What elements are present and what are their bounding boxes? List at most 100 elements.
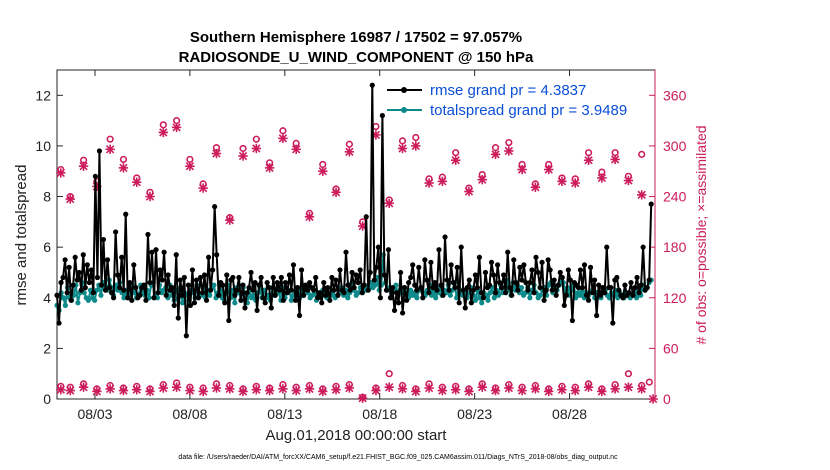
rmse-point [274,279,280,286]
obs-assimilated-point [504,383,514,393]
obs-assimilated-point [105,384,115,394]
rmse-point [236,274,242,281]
rmse-point [117,285,123,291]
rmse-point [199,290,206,296]
obs-assimilated-point [397,143,408,154]
rmse-point [389,285,396,291]
rmse-point [307,279,313,286]
obs-assimilated-point [437,385,448,396]
y-tick-label: 10 [35,138,51,154]
rmse-point [323,292,329,298]
obs-assimilated-point [238,386,248,397]
rmse-point [557,269,563,276]
rmse-point [517,264,523,270]
rmse-point [58,279,64,286]
rmse-point [640,244,646,250]
rmse-point [143,297,149,303]
rmse-point [355,279,361,286]
rmse-point [282,279,288,286]
rmse-point [203,297,210,303]
totalspread-point [527,295,533,301]
totalspread-point [414,295,420,301]
y-right-tick-label: 300 [663,138,687,154]
rmse-point [426,290,432,296]
rmse-point [418,285,424,291]
rmse-point [543,287,549,293]
rmse-point [108,290,115,296]
legend-totalspread: totalspread grand pr = 3.9489 [430,102,627,119]
rmse-point [244,290,250,296]
obs-assimilated-point [278,133,288,144]
rmse-point [268,305,274,311]
rmse-point [614,274,620,281]
totalspread-point [472,297,479,303]
rmse-point [329,274,335,281]
rmse-point [400,310,406,316]
obs-assimilated-point [504,146,514,156]
rmse-point [513,279,519,286]
rmse-point [430,285,436,291]
rmse-point [470,287,476,293]
rmse-point [511,257,517,263]
rmse-point [373,264,379,270]
obs-assimilated-point [291,385,301,396]
totalspread-point [491,295,497,301]
rmse-point [238,297,244,303]
rmse-point [452,285,458,291]
rmse-point [216,292,222,298]
obs-possible-point [505,138,513,147]
obs-assimilated-point [384,382,394,392]
footnote: data file: /Users/raeder/DAI/ATM_forcXX/… [178,454,618,461]
rmse-point [264,279,270,286]
obs-assimilated-point [610,154,620,165]
obs-assimilated-point [637,190,647,200]
obs-assimilated-point [623,382,634,392]
rmse-point [147,279,153,286]
rmse-point [325,285,331,291]
rmse-point [533,254,539,260]
x-tick-label: 08/03 [77,406,112,422]
rmse-point [173,252,179,258]
totalspread-point [477,295,483,301]
rmse-point [193,277,200,283]
obs-possible-point [624,370,633,378]
rmse-point [254,307,260,314]
rmse-point [226,317,232,324]
obs-assimilated-point [251,385,262,395]
rmse-point [464,285,470,291]
totalspread-point [207,292,213,298]
obs-assimilated-point [530,384,541,394]
rmse-point [260,295,266,301]
obs-assimilated-point [371,385,381,396]
rmse-point [121,287,127,293]
obs-assimilated-point [118,385,129,396]
obs-assimilated-point [397,384,408,394]
y-right-tick-label: 180 [663,239,687,255]
obs-assimilated-point [158,127,168,138]
obs-assimilated-point [56,168,66,178]
rmse-point [486,282,493,288]
rmse-point [302,282,309,288]
obs-possible-point [119,155,128,164]
rmse-point [404,297,410,303]
y-right-tick-label: 60 [663,340,679,356]
rmse-point [608,285,614,291]
obs-assimilated-point [118,163,129,173]
obs-assimilated-point [225,384,235,394]
rmse-point [454,264,460,270]
rmse-point [92,173,99,179]
obs-assimilated-point [464,386,474,397]
rmse-point [488,259,495,265]
rmse-point [177,277,183,283]
rmse-point [76,269,82,276]
rmse-point [363,214,369,220]
rmse-point [600,285,606,291]
rmse-point [56,320,62,326]
y-axis-label: rmse and totalspread [13,165,30,306]
rmse-point [371,277,377,283]
rmse-point [300,292,307,298]
obs-assimilated-point [318,386,328,397]
rmse-point [638,282,644,288]
rmse-point [197,274,204,281]
